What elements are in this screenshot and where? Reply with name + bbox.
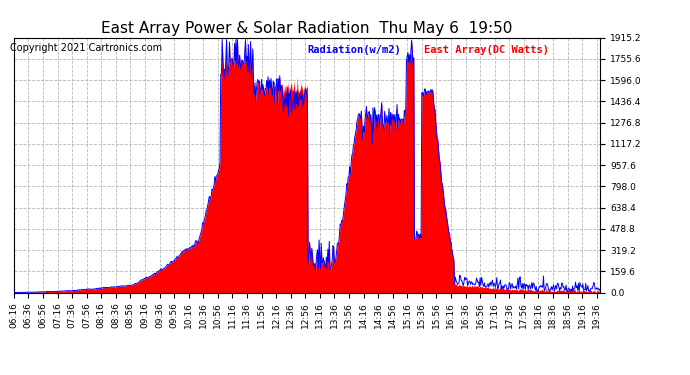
Title: East Array Power & Solar Radiation  Thu May 6  19:50: East Array Power & Solar Radiation Thu M… <box>101 21 513 36</box>
Text: Copyright 2021 Cartronics.com: Copyright 2021 Cartronics.com <box>10 43 162 53</box>
Text: Radiation(w/m2): Radiation(w/m2) <box>307 45 401 55</box>
Text: East Array(DC Watts): East Array(DC Watts) <box>424 45 549 55</box>
